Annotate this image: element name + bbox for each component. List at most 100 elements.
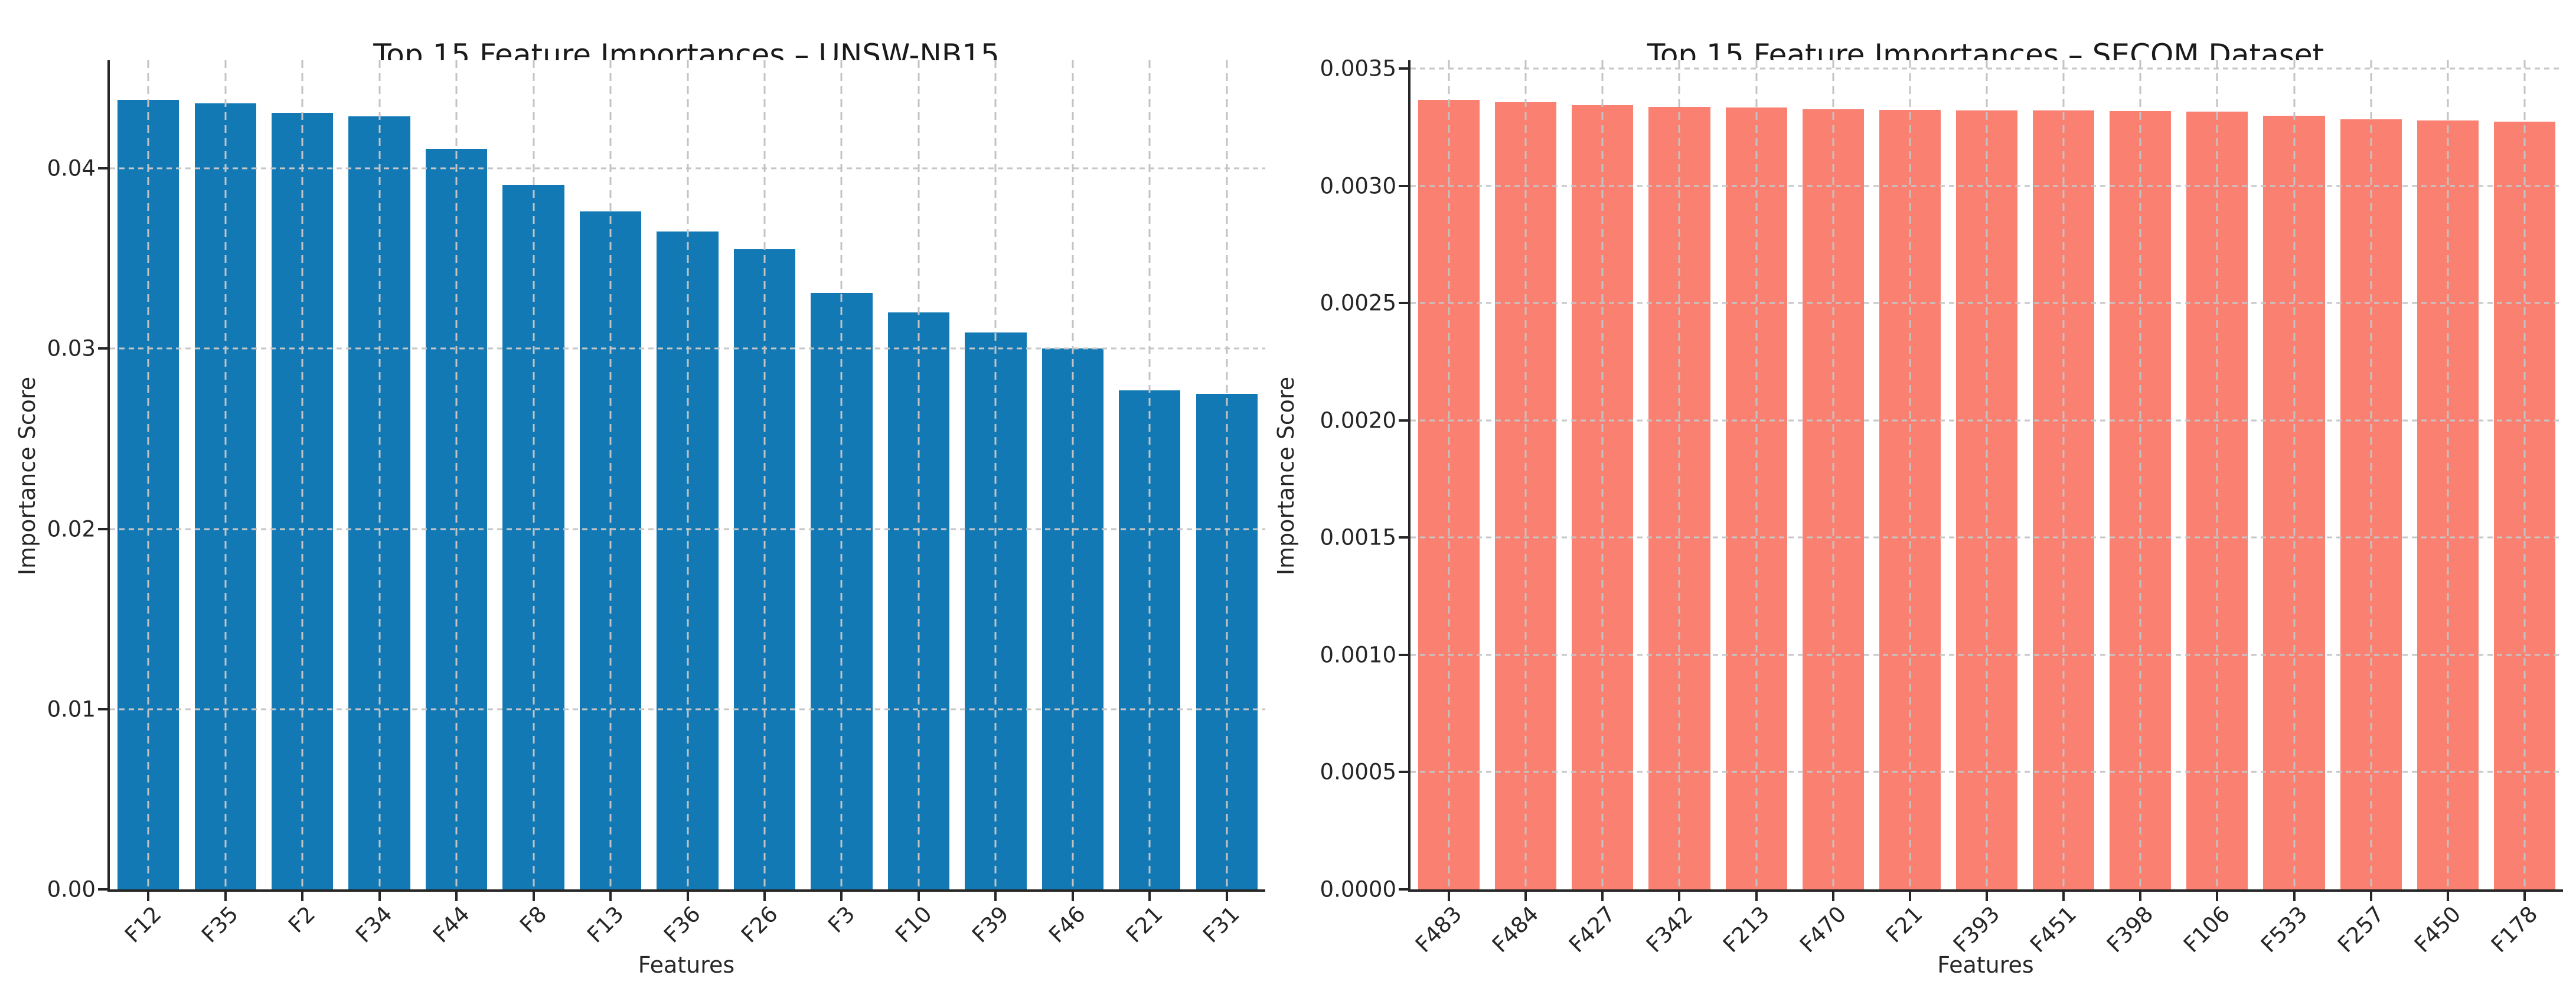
x-grid-line <box>2139 60 2141 889</box>
x-grid-line <box>918 60 920 889</box>
x-tick <box>2523 892 2526 901</box>
x-tick <box>2062 892 2065 901</box>
x-tick-label-text: F44 <box>427 901 475 948</box>
x-tick-label-text: F213 <box>1718 901 1774 958</box>
x-grid-line <box>533 60 535 889</box>
x-tick <box>2369 892 2372 901</box>
x-grid-line <box>224 60 227 889</box>
x-tick-label-text: F2 <box>283 901 321 938</box>
x-grid-line <box>2062 60 2065 889</box>
x-grid-line <box>301 60 303 889</box>
x-tick <box>1755 892 1758 901</box>
x-grid-line <box>763 60 766 889</box>
x-tick-label-text: F427 <box>1564 901 1621 958</box>
x-tick <box>378 892 381 901</box>
x-tick <box>2139 892 2142 901</box>
x-grid-line <box>609 60 612 889</box>
x-grid-line <box>1072 60 1074 889</box>
y-axis-label: Importance Score <box>14 376 40 576</box>
x-grid-line <box>2447 60 2449 889</box>
x-tick-label-text: F178 <box>2486 901 2543 958</box>
x-grid-line <box>2216 60 2218 889</box>
x-tick <box>609 892 612 901</box>
x-tick <box>455 892 458 901</box>
x-grid-line <box>2293 60 2296 889</box>
x-tick <box>994 892 997 901</box>
y-tick <box>98 167 107 170</box>
y-tick <box>98 888 107 891</box>
y-tick-label: 0.0020 <box>1320 407 1396 433</box>
y-tick-label: 0.0010 <box>1320 642 1396 668</box>
x-grid-line <box>2523 60 2526 889</box>
y-axis-label: Importance Score <box>1273 376 1299 576</box>
x-grid-line <box>1148 60 1151 889</box>
y-tick <box>98 347 107 350</box>
x-tick-label-text: F533 <box>2255 901 2312 958</box>
x-tick-label-text: F26 <box>736 901 783 948</box>
y-tick-label: 0.0030 <box>1320 173 1396 199</box>
x-grid-line <box>687 60 688 889</box>
y-tick <box>1399 419 1408 422</box>
y-tick-label: 0.0035 <box>1320 56 1396 81</box>
y-tick <box>1399 536 1408 539</box>
x-tick-label-text: F36 <box>659 901 706 948</box>
x-tick-label-text: F31 <box>1198 901 1245 948</box>
x-tick-label-text: F398 <box>2102 901 2159 958</box>
y-tick-label: 0.02 <box>47 516 96 542</box>
x-tick <box>2293 892 2296 901</box>
x-tick <box>2446 892 2449 901</box>
x-grid-line <box>147 60 149 889</box>
x-grid-line <box>1601 60 1604 889</box>
x-grid-line <box>455 60 458 889</box>
x-axis-label: Features <box>638 952 735 978</box>
x-tick-label-text: F484 <box>1487 901 1544 958</box>
x-tick <box>301 892 304 901</box>
x-tick-label-text: F451 <box>2025 901 2082 958</box>
y-tick <box>1399 888 1408 891</box>
x-tick <box>1908 892 1911 901</box>
y-tick-label: 0.0000 <box>1320 876 1396 902</box>
y-tick <box>98 527 107 530</box>
y-tick <box>98 707 107 710</box>
y-tick-label: 0.0025 <box>1320 290 1396 316</box>
y-tick-label: 0.00 <box>47 876 96 902</box>
x-tick-label-text: F13 <box>582 901 629 948</box>
x-tick <box>1071 892 1074 901</box>
x-tick-label-text: F483 <box>1411 901 1467 958</box>
x-grid-line <box>1755 60 1758 889</box>
x-tick <box>1986 892 1988 901</box>
x-grid-line <box>1909 60 1911 889</box>
x-tick-label-text: F8 <box>514 901 551 938</box>
x-tick-label-text: F21 <box>1121 901 1168 948</box>
x-tick-label-text: F3 <box>822 901 860 938</box>
x-tick-label-text: F39 <box>967 901 1014 948</box>
x-tick <box>224 892 227 901</box>
y-tick-label: 0.03 <box>47 335 96 361</box>
x-tick <box>1831 892 1834 901</box>
x-tick <box>840 892 843 901</box>
x-tick-label-text: F12 <box>119 901 166 948</box>
x-tick <box>532 892 535 901</box>
y-tick <box>1399 771 1408 774</box>
plot-area-unsw: 0.00 0.01 0.02 0.03 0.04 F12 F35 F2 F34 F44 F8 F13 F… <box>47 60 1265 948</box>
y-tick <box>1399 67 1408 70</box>
x-grid-line <box>2370 60 2372 889</box>
x-tick <box>917 892 920 901</box>
x-tick <box>686 892 689 901</box>
x-tick <box>147 892 150 901</box>
y-tick-label: 0.01 <box>47 696 96 722</box>
x-grid-line <box>1524 60 1527 889</box>
x-tick-label-text: F257 <box>2332 901 2389 958</box>
x-tick <box>2216 892 2219 901</box>
x-tick-label-text: F10 <box>890 901 937 948</box>
x-tick-label-text: F46 <box>1044 901 1091 948</box>
x-grid-line <box>1678 60 1680 889</box>
y-tick <box>1399 184 1408 187</box>
x-tick <box>1601 892 1604 901</box>
x-tick-label-text: F21 <box>1881 901 1928 948</box>
y-tick <box>1399 302 1408 305</box>
x-tick-label-text: F393 <box>1948 901 2005 958</box>
x-tick-label-text: F342 <box>1641 901 1697 958</box>
y-tick-label: 0.04 <box>47 155 96 181</box>
